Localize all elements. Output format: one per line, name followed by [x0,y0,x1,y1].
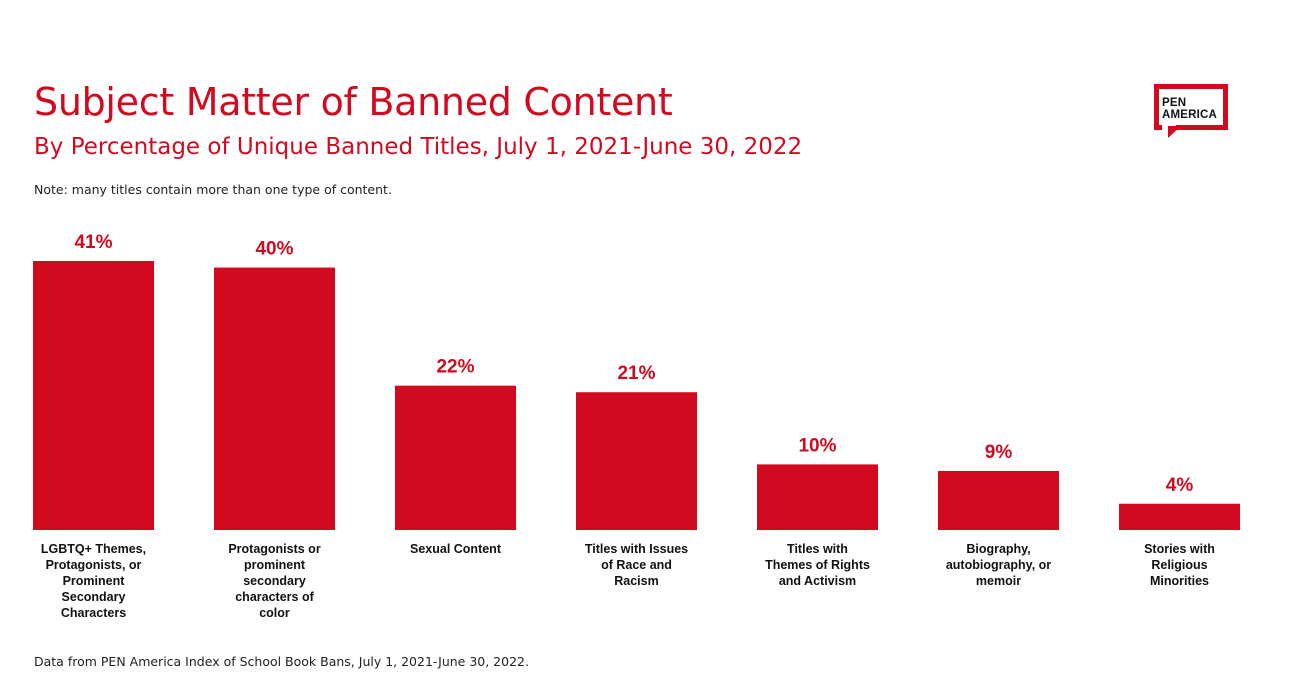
value-label-1: 40% [255,239,293,260]
value-label-0: 41% [74,232,112,253]
bar-1 [214,267,335,530]
bar-2 [395,385,516,530]
value-label-2: 22% [436,357,474,378]
value-label-6: 4% [1166,475,1194,496]
value-label-4: 10% [798,435,836,456]
bar-0 [33,261,154,530]
category-label-2: Sexual Content [410,542,502,556]
category-label-6: Stories with Religious Minorities [1144,542,1215,588]
bar-3 [576,392,697,530]
logo-bubble-tail [1168,126,1181,138]
source-note: Data from PEN America Index of School Bo… [34,654,529,669]
bar-6 [1119,503,1240,530]
category-label-3: Titles with Issues of Race and Racism [585,542,688,588]
value-label-3: 21% [617,363,655,384]
logo-text: PEN AMERICA [1162,97,1218,121]
logo-speech-bubble [1154,84,1228,130]
bar-5 [938,470,1059,530]
chart-subtitle: By Percentage of Unique Banned Titles, J… [34,134,803,160]
category-label-5: Biography, autobiography, or memoir [946,542,1051,588]
category-label-4: Titles with Themes of Rights and Activism [765,542,870,588]
chart-note: Note: many titles contain more than one … [34,182,392,197]
value-label-5: 9% [985,442,1013,463]
pen-america-logo: PEN AMERICA [1150,84,1240,150]
chart-title: Subject Matter of Banned Content [34,80,673,124]
category-label-1: Protagonists or prominent secondary charact… [228,542,321,620]
bar-4 [757,464,878,530]
category-label-0: LGBTQ+ Themes, Protagonists, or Prominent S… [41,542,146,620]
